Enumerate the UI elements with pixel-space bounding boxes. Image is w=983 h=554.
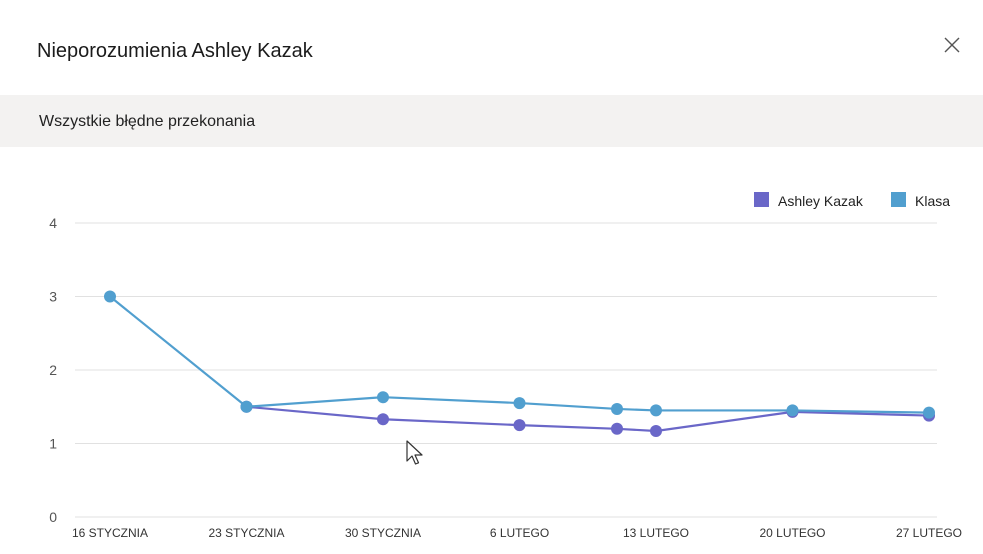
line-chart: 0 1 2 3 4 16 STYCZNIA 23 STYCZNIA 30 STYCZNIA 6… [49, 192, 962, 540]
series-line-class [109, 295, 930, 414]
x-tick-label: 20 LUTEGO [759, 526, 825, 540]
data-point-student[interactable] [650, 425, 662, 438]
legend-label: Ashley Kazak [778, 193, 864, 209]
x-tick-label: 6 LUTEGO [490, 526, 549, 540]
data-point-student[interactable] [513, 419, 526, 432]
chart-legend: Ashley Kazak Klasa [754, 192, 950, 209]
x-tick-label: 16 STYCZNIA [72, 526, 148, 540]
x-tick-label: 23 STYCZNIA [208, 526, 284, 540]
y-axis-ticks: 0 1 2 3 4 [49, 215, 57, 525]
y-tick-label: 0 [49, 509, 57, 525]
legend-swatch [891, 192, 906, 207]
data-point-class[interactable] [786, 404, 799, 417]
data-point-class[interactable] [513, 397, 526, 410]
close-icon [944, 37, 960, 53]
close-button[interactable] [937, 30, 967, 60]
data-point-class[interactable] [611, 402, 623, 415]
x-axis-ticks: 16 STYCZNIA 23 STYCZNIA 30 STYCZNIA 6 LUTEG… [72, 526, 962, 540]
y-tick-label: 3 [49, 289, 57, 305]
misconceptions-chart: 0 1 2 3 4 16 STYCZNIA 23 STYCZNIA 30 STYCZNIA 6… [0, 147, 983, 554]
subheader-bar: Wszystkie błędne przekonania [0, 95, 983, 147]
y-tick-label: 4 [49, 215, 57, 231]
dialog-title: Nieporozumienia Ashley Kazak [37, 40, 313, 62]
data-point-student[interactable] [611, 422, 623, 435]
series-lines [104, 290, 935, 438]
legend-swatch [754, 192, 769, 207]
data-point-class[interactable] [104, 290, 116, 303]
x-tick-label: 13 LUTEGO [623, 526, 689, 540]
mouse-cursor-icon [406, 440, 423, 465]
x-tick-label: 30 STYCZNIA [345, 526, 421, 540]
y-tick-label: 2 [49, 362, 57, 378]
data-point-class[interactable] [377, 391, 389, 404]
y-tick-label: 1 [49, 436, 57, 452]
x-tick-label: 27 LUTEGO [896, 526, 962, 540]
legend-label: Klasa [915, 193, 950, 209]
data-point-student[interactable] [377, 413, 389, 426]
subheader-title: Wszystkie błędne przekonania [39, 113, 256, 130]
data-point-class[interactable] [923, 406, 935, 419]
grid-lines [75, 222, 937, 518]
data-point-class[interactable] [650, 404, 662, 417]
data-point-class[interactable] [240, 400, 253, 413]
